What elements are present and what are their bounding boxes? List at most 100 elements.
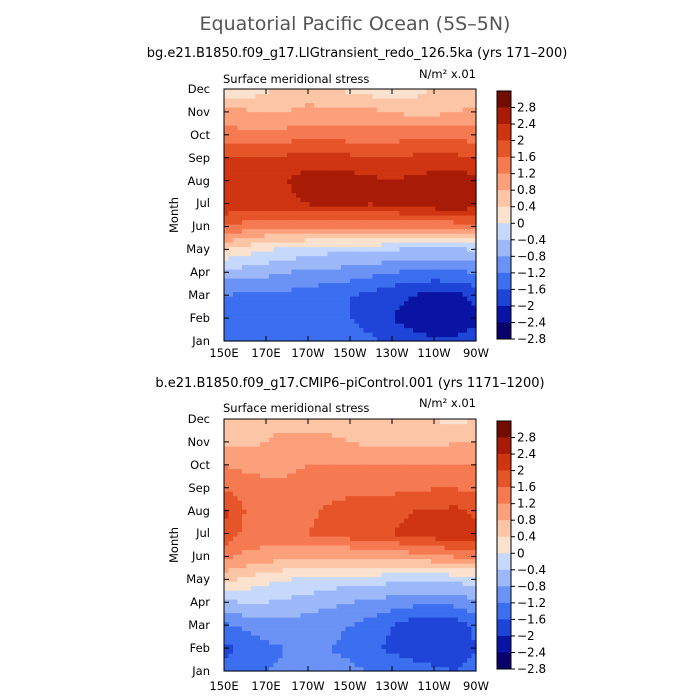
heatmap-cell xyxy=(462,242,468,248)
heatmap-cell xyxy=(390,581,396,587)
heatmap-cell xyxy=(264,228,270,234)
heatmap-cell xyxy=(359,314,365,320)
heatmap-cell xyxy=(395,98,401,104)
heatmap-cell xyxy=(228,336,234,342)
heatmap-cell xyxy=(341,251,347,257)
heatmap-cell xyxy=(323,183,329,189)
heatmap-cell xyxy=(390,201,396,207)
heatmap-cell xyxy=(287,332,293,338)
heatmap-cell xyxy=(264,648,270,654)
heatmap-cell xyxy=(345,536,351,542)
heatmap-cell xyxy=(462,170,468,176)
heatmap-cell xyxy=(264,138,270,144)
heatmap-cell xyxy=(341,201,347,207)
heatmap-cell xyxy=(363,233,369,239)
heatmap-cell xyxy=(359,192,365,198)
heatmap-cell xyxy=(422,269,428,275)
heatmap-cell xyxy=(260,318,266,324)
heatmap-cell xyxy=(386,545,392,551)
heatmap-cell xyxy=(305,648,311,654)
heatmap-cell xyxy=(287,179,293,185)
heatmap-cell xyxy=(336,287,342,293)
heatmap-cell xyxy=(314,120,320,126)
heatmap-cell xyxy=(309,192,315,198)
heatmap-cell xyxy=(251,527,257,533)
heatmap-cell xyxy=(260,174,266,180)
heatmap-cell xyxy=(273,206,279,212)
heatmap-cell xyxy=(444,269,450,275)
heatmap-cell xyxy=(467,531,473,537)
heatmap-cell xyxy=(305,138,311,144)
heatmap-cell xyxy=(354,608,360,614)
heatmap-cell xyxy=(260,170,266,176)
heatmap-cell xyxy=(381,107,387,113)
heatmap-cell xyxy=(368,179,374,185)
heatmap-cell xyxy=(413,558,419,564)
heatmap-cell xyxy=(363,237,369,243)
heatmap-cell xyxy=(345,608,351,614)
heatmap-cell xyxy=(431,273,437,279)
heatmap-cell xyxy=(431,540,437,546)
heatmap-cell xyxy=(350,608,356,614)
heatmap-cell xyxy=(237,282,243,288)
heatmap-cell xyxy=(458,300,464,306)
heatmap-cell xyxy=(309,224,315,230)
heatmap-cell xyxy=(233,93,239,99)
heatmap-cell xyxy=(246,291,252,297)
heatmap-cell xyxy=(314,626,320,632)
heatmap-cell xyxy=(251,545,257,551)
heatmap-cell xyxy=(233,527,239,533)
heatmap-cell xyxy=(305,152,311,158)
heatmap-cell xyxy=(246,233,252,239)
heatmap-cell xyxy=(422,599,428,605)
heatmap-cell xyxy=(323,116,329,122)
heatmap-cell xyxy=(273,576,279,582)
heatmap-cell xyxy=(305,531,311,537)
heatmap-cell xyxy=(417,260,423,266)
heatmap-cell xyxy=(359,156,365,162)
heatmap-cell xyxy=(237,111,243,117)
heatmap-cell xyxy=(390,536,396,542)
heatmap-cell xyxy=(318,161,324,167)
heatmap-cell xyxy=(453,98,459,104)
heatmap-cell xyxy=(237,554,243,560)
heatmap-cell xyxy=(372,626,378,632)
heatmap-cell xyxy=(278,594,284,600)
heatmap-cell xyxy=(323,549,329,555)
heatmap-cell xyxy=(359,188,365,194)
heatmap-cell xyxy=(453,590,459,596)
heatmap-cell xyxy=(449,246,455,252)
heatmap-cell xyxy=(372,228,378,234)
heatmap-cell xyxy=(449,558,455,564)
heatmap-cell xyxy=(381,269,387,275)
heatmap-cell xyxy=(260,278,266,284)
heatmap-cell xyxy=(327,255,333,261)
heatmap-cell xyxy=(269,653,275,659)
heatmap-cell xyxy=(363,206,369,212)
heatmap-cell xyxy=(386,156,392,162)
heatmap-cell xyxy=(408,554,414,560)
heatmap-cell xyxy=(404,255,410,261)
heatmap-cell xyxy=(422,635,428,641)
heatmap-cell xyxy=(386,282,392,288)
heatmap-cell xyxy=(246,666,252,672)
heatmap-cell xyxy=(381,635,387,641)
heatmap-cell xyxy=(224,129,230,135)
heatmap-cell xyxy=(255,296,261,302)
heatmap-cell xyxy=(273,635,279,641)
heatmap-cell xyxy=(471,531,477,537)
heatmap-cell xyxy=(386,188,392,194)
heatmap-cell xyxy=(462,246,468,252)
heatmap-cell xyxy=(314,545,320,551)
heatmap-cell xyxy=(449,278,455,284)
heatmap-cell xyxy=(368,617,374,623)
heatmap-cell xyxy=(278,540,284,546)
heatmap-cell xyxy=(242,174,248,180)
heatmap-cell xyxy=(287,590,293,596)
heatmap-cell xyxy=(300,644,306,650)
heatmap-cell xyxy=(309,107,315,113)
heatmap-cell xyxy=(462,192,468,198)
heatmap-cell xyxy=(318,626,324,632)
heatmap-cell xyxy=(368,242,374,248)
heatmap-cell xyxy=(435,576,441,582)
